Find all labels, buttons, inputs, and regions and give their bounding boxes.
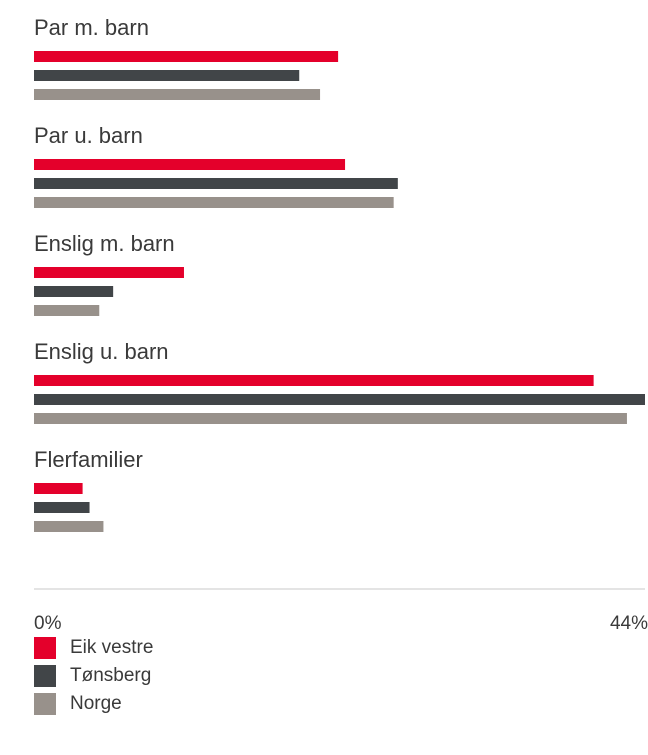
category-label-enslig-u-barn: Enslig u. barn (34, 339, 169, 364)
bar-par-m-barn-eik-vestre (34, 51, 339, 62)
legend-label-tonsberg: Tønsberg (70, 665, 152, 686)
bar-enslig-m-barn-norge (34, 305, 100, 316)
bar-par-u-barn-eik-vestre (34, 159, 346, 170)
bar-flerfamilier-eik-vestre (34, 483, 83, 494)
bar-flerfamilier-tønsberg (34, 502, 90, 513)
bar-flerfamilier-norge (34, 521, 104, 532)
bar-enslig-m-barn-tønsberg (34, 286, 114, 297)
plot-area: Par m. barn Par u. barn Enslig m. barn Ensl… (34, 15, 645, 532)
bar-par-m-barn-tønsberg (34, 70, 300, 81)
legend-item-eik-vestre: Eik vestre (34, 634, 153, 662)
bar-enslig-u-barn-eik-vestre (34, 375, 594, 386)
legend: Eik vestre Tønsberg Norge (34, 634, 153, 718)
category-label-enslig-m-barn: Enslig m. barn (34, 231, 175, 256)
legend-item-tonsberg: Tønsberg (34, 662, 153, 690)
legend-label-norge: Norge (70, 693, 122, 714)
bar-par-u-barn-tønsberg (34, 178, 398, 189)
bar-enslig-u-barn-norge (34, 413, 627, 424)
category-label-flerfamilier: Flerfamilier (34, 447, 143, 472)
legend-swatch-tonsberg (34, 665, 56, 687)
bar-par-m-barn-norge (34, 89, 321, 100)
category-label-par-m-barn: Par m. barn (34, 15, 149, 40)
legend-swatch-norge (34, 693, 56, 715)
legend-swatch-eik-vestre (34, 637, 56, 659)
x-tick-label-min: 0% (34, 613, 62, 634)
category-label-par-u-barn: Par u. barn (34, 123, 143, 148)
legend-item-norge: Norge (34, 690, 153, 718)
bar-enslig-u-barn-tønsberg (34, 394, 645, 405)
bar-par-u-barn-norge (34, 197, 394, 208)
bar-enslig-m-barn-eik-vestre (34, 267, 184, 278)
x-tick-label-max: 44% (610, 613, 648, 634)
legend-label-eik-vestre: Eik vestre (70, 637, 154, 658)
